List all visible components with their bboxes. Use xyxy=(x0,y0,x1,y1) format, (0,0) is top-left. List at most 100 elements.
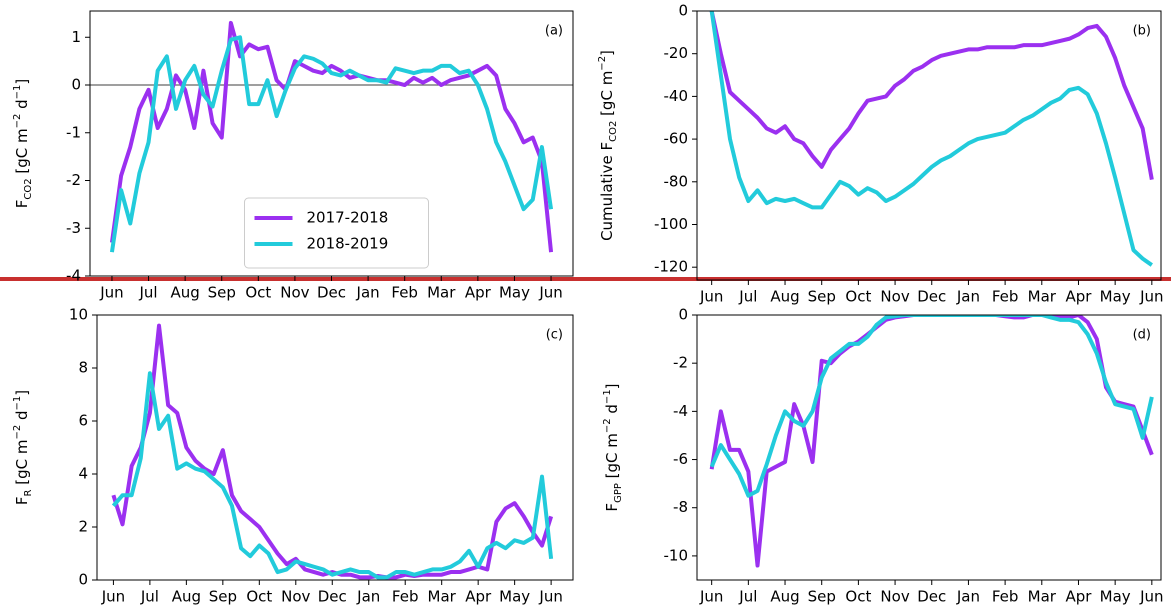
y-axis-label: FGPP [gC m−2 d−1] xyxy=(602,383,624,511)
x-tick-label: Sep xyxy=(808,588,836,606)
x-tick-label: Dec xyxy=(318,588,347,606)
x-tick-label: May xyxy=(499,588,530,606)
label-subscript: GPP xyxy=(613,483,624,503)
y-tick-label: 10 xyxy=(69,306,88,324)
label-text: d xyxy=(13,99,31,113)
x-tick-label: Feb xyxy=(992,288,1019,306)
x-tick-label: Mar xyxy=(1028,288,1057,306)
x-tick-label: Oct xyxy=(246,588,272,606)
panel: Jun Jul Aug Sep Oct Nov Dec Jan Feb Mar Apr May Jun-… xyxy=(12,10,574,302)
axes-frame xyxy=(696,314,1162,581)
label-text: [gC m xyxy=(13,128,31,178)
y-axis-label: FR [gC m−2 d−1] xyxy=(12,390,34,505)
plot-area xyxy=(709,11,1154,267)
y-tick-label: -4 xyxy=(66,267,81,285)
label-superscript: −1 xyxy=(602,389,613,404)
y-tick-label: -120 xyxy=(654,258,688,276)
y-tick-label: -4 xyxy=(673,402,688,420)
label-superscript: −1 xyxy=(12,85,23,100)
axes-frame xyxy=(696,10,1162,281)
x-tick-label: Jul xyxy=(138,284,157,302)
x-tick-label: Jul xyxy=(738,588,757,606)
y-tick-label: -2 xyxy=(673,354,688,372)
x-tick-label: Jun xyxy=(538,588,562,606)
label-superscript: −2 xyxy=(12,114,23,129)
axes-frame xyxy=(96,314,574,581)
label-text: ] xyxy=(598,50,616,56)
y-tick-label: -20 xyxy=(664,44,689,62)
series-line xyxy=(109,20,554,253)
x-tick-label: Jul xyxy=(140,588,159,606)
panel-label: (b) xyxy=(1133,24,1151,39)
x-tick-label: Jun xyxy=(699,288,723,306)
y-tick-label: 6 xyxy=(78,412,88,430)
label-text: F xyxy=(13,200,31,209)
panel: Jun Jul Aug Sep Oct Nov Dec Jan Feb Mar Apr May Jun 0… xyxy=(12,306,574,606)
label-text: [gC m xyxy=(598,71,616,121)
x-tick-label: Feb xyxy=(392,588,419,606)
legend-label: 2017-2018 xyxy=(307,209,389,227)
series-line xyxy=(111,371,554,580)
x-tick-label: Mar xyxy=(427,284,456,302)
x-tick-label: Apr xyxy=(1065,288,1092,306)
x-tick-label: Oct xyxy=(845,288,871,306)
x-tick-label: Sep xyxy=(208,284,236,302)
label-text: [gC m xyxy=(603,433,621,483)
label-text: F xyxy=(13,496,31,505)
x-tick-label: Feb xyxy=(391,284,418,302)
y-tick-label: 4 xyxy=(78,465,88,483)
x-tick-label: May xyxy=(1100,588,1131,606)
label-superscript: −2 xyxy=(597,56,608,71)
x-tick-label: May xyxy=(1100,288,1131,306)
x-tick-label: Jul xyxy=(738,288,757,306)
x-tick-label: Nov xyxy=(880,588,909,606)
axes-frame xyxy=(89,10,574,277)
y-tick-label: 0 xyxy=(678,2,688,20)
x-tick-label: Dec xyxy=(917,288,946,306)
label-subscript: R xyxy=(23,489,34,496)
x-tick-label: Nov xyxy=(880,288,909,306)
x-tick-label: Feb xyxy=(992,588,1019,606)
label-superscript: −2 xyxy=(602,418,613,433)
x-tick-label: Jun xyxy=(699,588,723,606)
x-tick-label: Aug xyxy=(170,284,199,302)
x-tick-label: Jun xyxy=(1139,588,1163,606)
y-tick-label: 1 xyxy=(71,28,81,46)
series-line xyxy=(709,315,1154,568)
x-tick-label: Jan xyxy=(956,288,980,306)
label-text: d xyxy=(13,410,31,424)
x-tick-label: Aug xyxy=(770,288,799,306)
x-tick-label: Sep xyxy=(808,288,836,306)
label-text: F xyxy=(603,503,621,512)
x-tick-label: Jan xyxy=(956,588,980,606)
x-tick-label: Oct xyxy=(245,284,271,302)
y-tick-label: -100 xyxy=(654,215,688,233)
x-tick-label: Jan xyxy=(356,588,380,606)
x-tick-label: Apr xyxy=(465,588,492,606)
x-tick-label: Dec xyxy=(917,588,946,606)
x-tick-label: Mar xyxy=(428,588,457,606)
legend-frame xyxy=(244,197,429,269)
plot-area xyxy=(709,315,1154,568)
x-tick-label: Aug xyxy=(770,588,799,606)
x-tick-label: Sep xyxy=(209,588,237,606)
series-line xyxy=(709,315,1154,498)
x-tick-label: Mar xyxy=(1028,588,1057,606)
label-subscript: CO2 xyxy=(23,178,34,199)
series-line xyxy=(709,11,1153,267)
y-axis-label: Cumulative FCO2 [gC m−2] xyxy=(597,50,619,241)
label-text: ] xyxy=(13,79,31,85)
y-tick-label: -6 xyxy=(673,450,688,468)
label-superscript: −2 xyxy=(12,425,23,440)
x-tick-label: Jun xyxy=(99,284,123,302)
label-text: [gC m xyxy=(13,440,31,490)
panel-label: (c) xyxy=(546,328,563,343)
y-axis-label: FCO2 [gC m−2 d−1] xyxy=(12,79,34,209)
x-tick-label: Jan xyxy=(356,284,380,302)
legend: 2017-2018 2018-2019 xyxy=(244,197,429,269)
label-text: ] xyxy=(13,390,31,396)
y-tick-label: -8 xyxy=(673,498,688,516)
x-tick-label: Oct xyxy=(845,588,871,606)
